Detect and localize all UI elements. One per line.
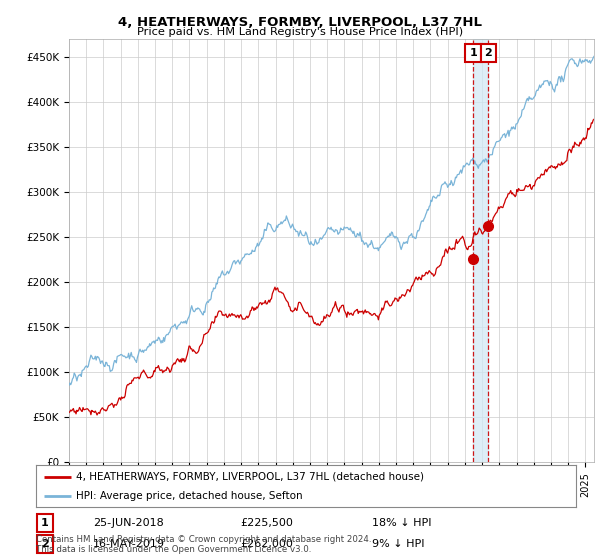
- Text: 2: 2: [485, 48, 493, 58]
- Text: 2: 2: [41, 539, 49, 549]
- Text: Contains HM Land Registry data © Crown copyright and database right 2024.
This d: Contains HM Land Registry data © Crown c…: [36, 535, 371, 554]
- Text: 4, HEATHERWAYS, FORMBY, LIVERPOOL, L37 7HL: 4, HEATHERWAYS, FORMBY, LIVERPOOL, L37 7…: [118, 16, 482, 29]
- Text: Price paid vs. HM Land Registry's House Price Index (HPI): Price paid vs. HM Land Registry's House …: [137, 27, 463, 37]
- Text: 9% ↓ HPI: 9% ↓ HPI: [372, 539, 425, 549]
- Text: HPI: Average price, detached house, Sefton: HPI: Average price, detached house, Seft…: [77, 491, 303, 501]
- Text: 4, HEATHERWAYS, FORMBY, LIVERPOOL, L37 7HL (detached house): 4, HEATHERWAYS, FORMBY, LIVERPOOL, L37 7…: [77, 472, 425, 482]
- Text: 1: 1: [41, 518, 49, 528]
- Text: £225,500: £225,500: [240, 518, 293, 528]
- Text: 1: 1: [469, 48, 477, 58]
- Text: 18% ↓ HPI: 18% ↓ HPI: [372, 518, 431, 528]
- Text: 16-MAY-2019: 16-MAY-2019: [93, 539, 165, 549]
- Bar: [473, 39, 488, 462]
- Text: 25-JUN-2018: 25-JUN-2018: [93, 518, 164, 528]
- Text: £262,000: £262,000: [240, 539, 293, 549]
